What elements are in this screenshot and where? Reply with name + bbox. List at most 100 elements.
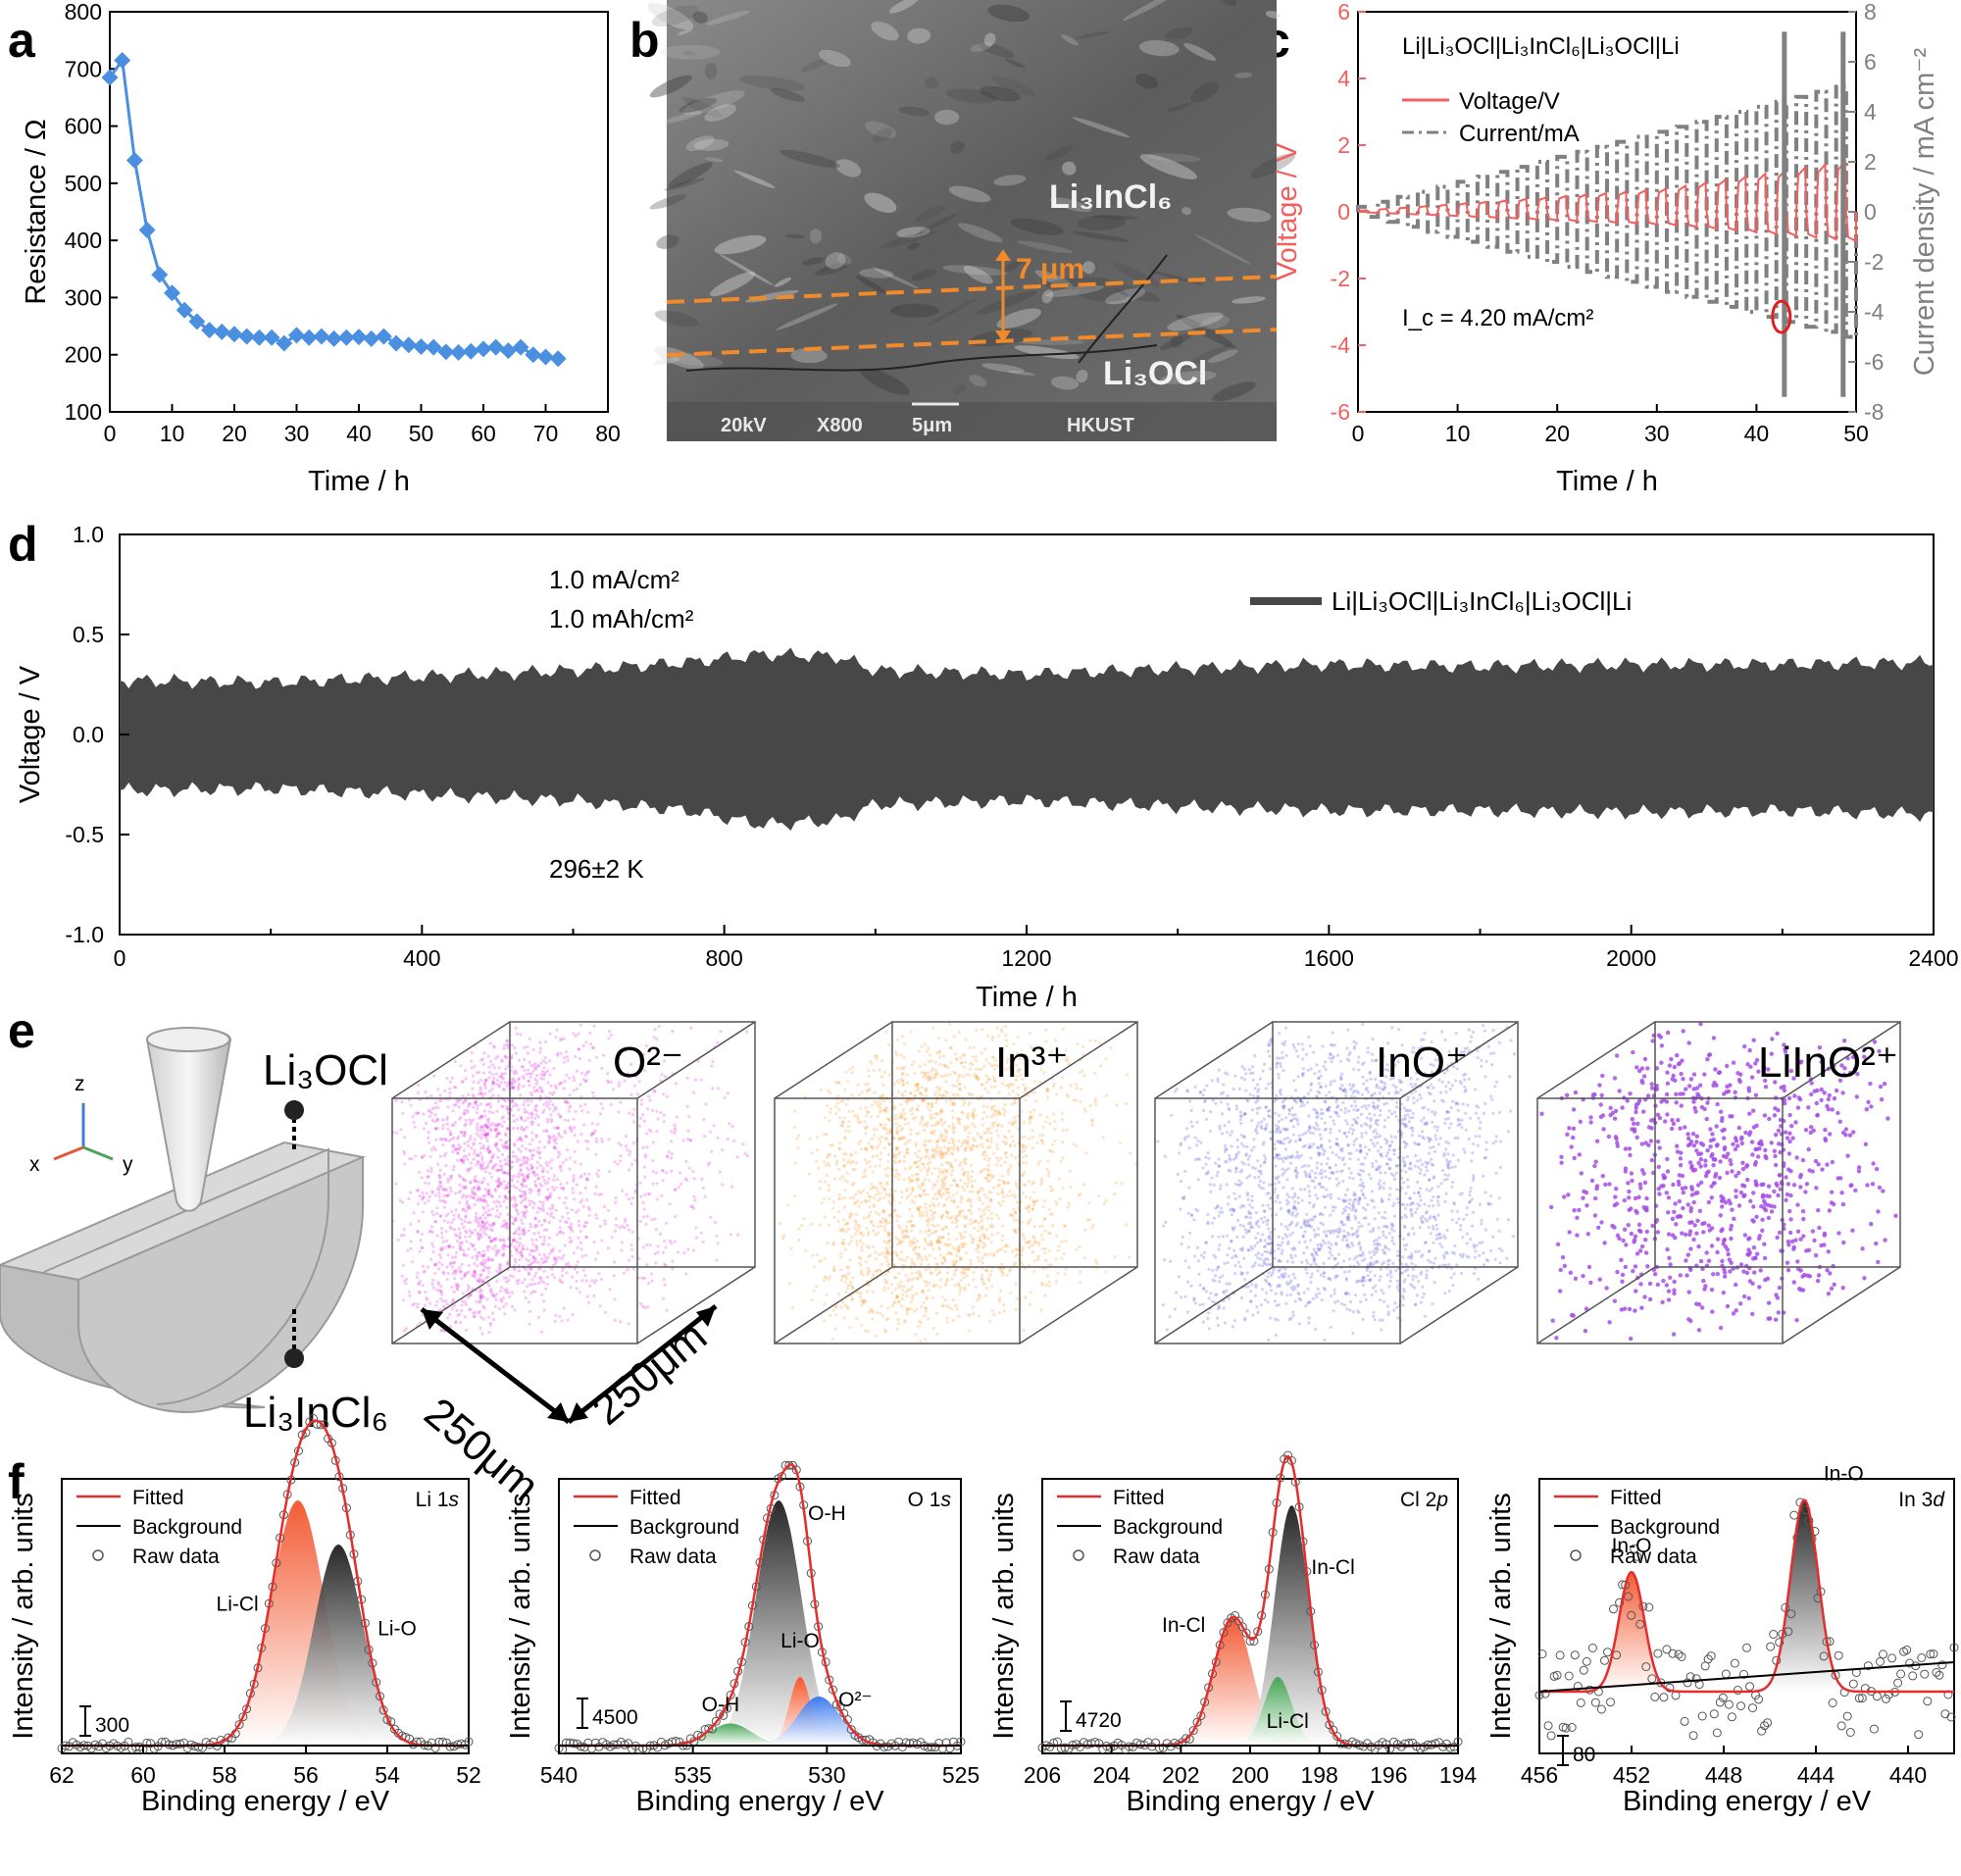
ion-point <box>1088 1103 1092 1108</box>
ion-point <box>529 1163 533 1167</box>
ion-point <box>515 1160 520 1164</box>
sem-speck <box>948 185 991 203</box>
panel-c-ylabel: Voltage / V <box>1272 142 1303 280</box>
ion-point <box>494 1072 498 1076</box>
ion-point <box>467 1270 471 1274</box>
ion-point <box>457 1105 461 1109</box>
ion-point <box>522 1162 526 1166</box>
ion-point <box>475 1253 478 1257</box>
ion-point <box>836 1081 840 1085</box>
ion-point <box>997 1183 1001 1187</box>
ion-point <box>843 1222 848 1227</box>
ion-point <box>500 1104 504 1108</box>
sem-speck <box>1220 0 1237 6</box>
ion-point <box>514 1260 518 1264</box>
ion-point <box>502 1171 506 1175</box>
ion-point <box>874 1257 878 1261</box>
ion-point <box>606 1079 610 1083</box>
ion-point <box>453 1059 457 1063</box>
ion-point <box>500 1286 504 1290</box>
ion-point <box>941 1192 946 1196</box>
ion-point <box>565 1206 569 1210</box>
ion-point <box>957 1031 961 1035</box>
ion-point <box>480 1226 484 1230</box>
ion-point <box>866 1233 871 1237</box>
data-point <box>250 329 268 346</box>
ion-point <box>574 1109 578 1113</box>
ion-point <box>684 1159 688 1163</box>
ion-point <box>871 1290 876 1293</box>
sem-speck <box>809 228 822 244</box>
ion-point <box>431 1244 435 1248</box>
ion-point <box>876 1145 880 1150</box>
ion-point <box>1026 1222 1030 1226</box>
ion-point <box>921 1210 925 1214</box>
ion-point <box>418 1291 422 1294</box>
ion-point <box>506 1261 510 1265</box>
ion-point <box>928 1179 931 1183</box>
ion-point <box>497 1194 501 1198</box>
ion-point <box>1031 1199 1035 1203</box>
ion-point <box>948 1161 952 1165</box>
ion-point <box>512 1222 516 1226</box>
ion-point <box>980 1083 984 1087</box>
ion-point <box>882 1070 886 1074</box>
ion-point <box>950 1215 954 1219</box>
ion-point <box>504 1144 508 1149</box>
ion-point <box>576 1140 579 1143</box>
ion-point <box>448 1133 452 1137</box>
ion-point <box>842 1242 846 1245</box>
ion-point <box>674 1188 678 1192</box>
ion-point <box>477 1180 480 1184</box>
ion-point <box>651 1170 655 1174</box>
ion-point <box>838 1177 842 1181</box>
ion-point <box>735 1155 739 1159</box>
ion-point <box>539 1280 543 1284</box>
ion-point <box>1309 1239 1313 1242</box>
ion-point <box>462 1225 466 1230</box>
ion-point <box>1014 1307 1018 1311</box>
ion-point <box>915 1292 919 1295</box>
ion-point <box>883 1273 888 1277</box>
ion-point <box>459 1115 463 1119</box>
ion-point <box>923 1140 928 1143</box>
ion-point <box>570 1130 574 1134</box>
ion-point <box>626 1268 629 1272</box>
ion-point <box>1439 1182 1443 1186</box>
ion-point <box>503 1141 507 1145</box>
ion-point <box>542 1299 546 1303</box>
ion-point <box>997 1310 1002 1315</box>
ion-point <box>850 1071 854 1075</box>
ion-point <box>685 1104 689 1108</box>
ion-point <box>463 1315 468 1319</box>
ion-point <box>1025 1154 1029 1158</box>
ion-point <box>642 1207 646 1211</box>
ion-point <box>972 1045 976 1049</box>
ion-point <box>860 1248 864 1252</box>
ion-point <box>990 1308 994 1313</box>
ion-point <box>511 1104 516 1108</box>
ion-point <box>981 1145 985 1149</box>
ion-point <box>531 1148 535 1152</box>
ion-point <box>691 1169 695 1174</box>
ion-point <box>927 1233 930 1238</box>
ion-point <box>947 1124 951 1128</box>
ion-point <box>480 1293 484 1297</box>
ion-point <box>469 1180 473 1184</box>
ion-point <box>599 1277 604 1282</box>
ion-point <box>533 1108 537 1112</box>
ion-point <box>483 1222 487 1226</box>
ion-point <box>1017 1094 1021 1098</box>
ion-point <box>501 1143 505 1147</box>
ion-point <box>848 1216 852 1220</box>
ion-point <box>703 1134 707 1139</box>
ion-point <box>889 1283 894 1287</box>
ion-point <box>970 1175 974 1179</box>
ion-point <box>711 1087 715 1090</box>
ion-point <box>418 1321 422 1325</box>
data-point <box>425 338 442 356</box>
ion-point <box>607 1170 612 1174</box>
ion-point <box>528 1112 531 1116</box>
ion-point <box>928 1108 931 1112</box>
ion-point <box>987 1061 991 1065</box>
